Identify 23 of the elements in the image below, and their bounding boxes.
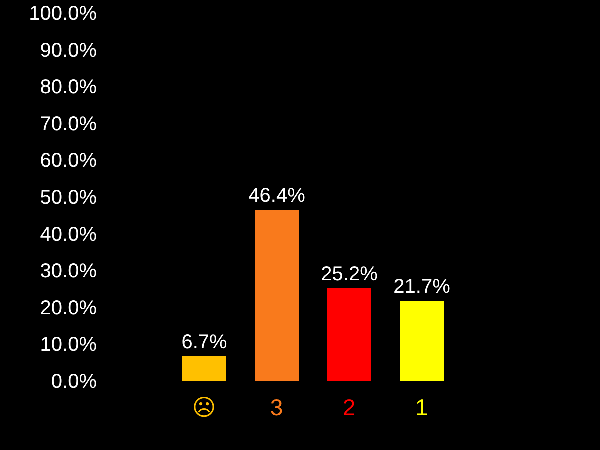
x-tick-label: ☹ — [192, 394, 216, 420]
y-tick-label: 0.0% — [51, 371, 98, 393]
y-tick-label: 50.0% — [40, 187, 98, 209]
data-label: 25.2% — [321, 263, 378, 286]
y-tick-label: 20.0% — [40, 297, 98, 320]
x-tick-label: 1 — [415, 394, 428, 420]
y-tick-label: 60.0% — [40, 150, 98, 172]
bar — [400, 301, 444, 381]
data-label: 46.4% — [248, 185, 306, 208]
y-tick-label: 80.0% — [40, 76, 98, 99]
y-tick-label: 10.0% — [40, 334, 98, 356]
data-label: 6.7% — [182, 331, 228, 354]
y-tick-label: 30.0% — [40, 260, 98, 283]
y-tick-label: 70.0% — [40, 113, 98, 136]
y-tick-label: 40.0% — [40, 224, 98, 246]
x-tick-label: 2 — [342, 394, 356, 420]
y-tick-label: 100.0% — [29, 3, 98, 25]
bar — [255, 210, 299, 381]
y-tick-label: 90.0% — [40, 40, 98, 62]
bar — [182, 356, 226, 381]
data-label: 21.7% — [394, 276, 451, 298]
x-tick-label: 3 — [270, 394, 284, 420]
bar — [328, 288, 372, 381]
